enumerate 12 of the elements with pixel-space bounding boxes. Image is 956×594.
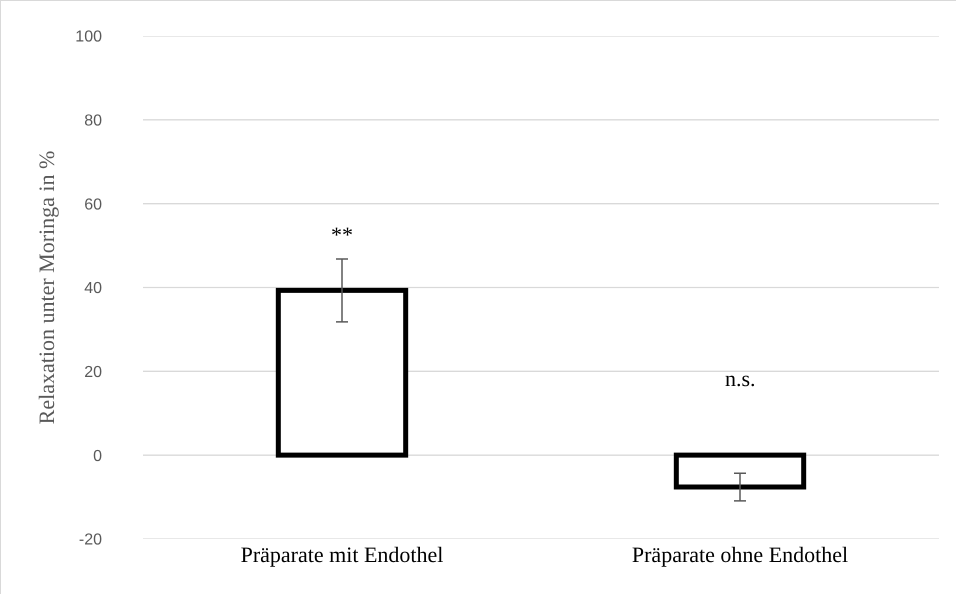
y-tick-label: 40 xyxy=(84,280,102,298)
y-tick-label: 20 xyxy=(84,364,102,381)
x-tick-label: Präparate ohne Endothel xyxy=(632,542,848,567)
annotation: ** xyxy=(331,222,353,247)
y-tick-label: 60 xyxy=(84,196,102,214)
annotation: n.s. xyxy=(725,366,756,391)
y-tick-label: 80 xyxy=(84,112,102,130)
y-tick-label: 100 xyxy=(75,28,102,46)
y-tick-label: 0 xyxy=(93,448,102,465)
y-tick-label: -20 xyxy=(78,532,102,549)
y-axis-title: Relaxation unter Moringa in % xyxy=(34,150,60,424)
x-tick-label: Präparate mit Endothel xyxy=(240,542,444,567)
